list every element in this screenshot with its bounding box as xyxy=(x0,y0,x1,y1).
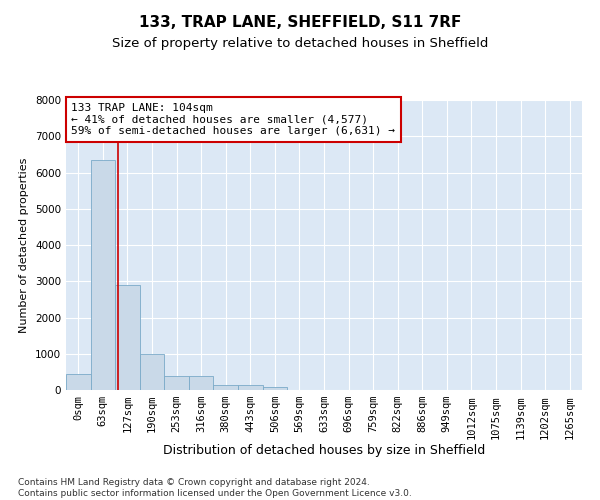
Bar xyxy=(66,374,91,390)
Bar xyxy=(164,376,189,390)
X-axis label: Distribution of detached houses by size in Sheffield: Distribution of detached houses by size … xyxy=(163,444,485,457)
Y-axis label: Number of detached properties: Number of detached properties xyxy=(19,158,29,332)
Text: Size of property relative to detached houses in Sheffield: Size of property relative to detached ho… xyxy=(112,38,488,51)
Bar xyxy=(140,354,164,390)
Text: 133, TRAP LANE, SHEFFIELD, S11 7RF: 133, TRAP LANE, SHEFFIELD, S11 7RF xyxy=(139,15,461,30)
Text: 133 TRAP LANE: 104sqm
← 41% of detached houses are smaller (4,577)
59% of semi-d: 133 TRAP LANE: 104sqm ← 41% of detached … xyxy=(71,103,395,136)
Bar xyxy=(238,386,263,390)
Bar xyxy=(189,376,214,390)
Text: Contains HM Land Registry data © Crown copyright and database right 2024.
Contai: Contains HM Land Registry data © Crown c… xyxy=(18,478,412,498)
Bar xyxy=(214,384,238,390)
Bar xyxy=(91,160,115,390)
Bar xyxy=(115,285,140,390)
Bar xyxy=(263,386,287,390)
